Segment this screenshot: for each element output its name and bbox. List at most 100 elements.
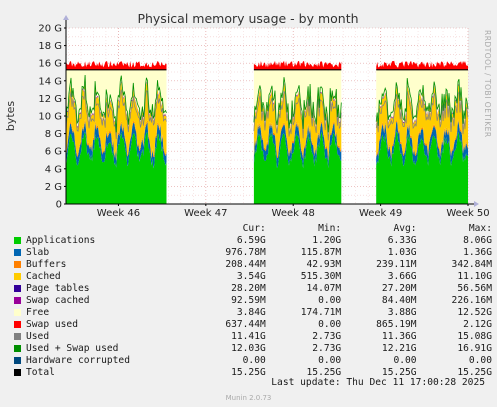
legend-swatch [14,237,21,244]
area-slab-2 [376,120,468,167]
legend-max: 8.06G [463,235,492,246]
legend-cur: 28.20M [231,283,266,294]
legend-cur: 208.44M [225,259,266,270]
legend-avg: 0.00 [393,355,417,366]
legend-avg: 6.33G [387,235,417,246]
legend-max: 12.52G [457,307,492,318]
legend-max: 15.25G [457,367,492,378]
legend-min: 14.07M [306,283,342,294]
legend-cur: 0.00 [242,355,266,366]
legend-swatch [14,333,21,340]
legend-swatch [14,249,21,256]
legend-swatch [14,273,21,280]
chart-title: Physical memory usage - by month [137,11,358,26]
legend-avg: 11.36G [381,331,417,342]
legend-max: 342.84M [451,259,492,270]
legend-cur: 3.54G [236,271,266,282]
line-used-swap-1 [253,77,342,133]
line-used-0 [65,88,167,140]
area-swap-used-2 [376,60,468,70]
y-axis-label: bytes [4,101,17,132]
legend-row-swap-cached: Swap cached 92.59M 0.00 84.40M 226.16M [12,295,492,307]
legend-name: Hardware corrupted [26,355,130,366]
legend-cur: 6.59G [236,235,266,246]
legend-swatch [14,357,21,364]
legend-name: Buffers [26,259,67,270]
y-tick-label: 16 G [38,59,62,70]
legend-name: Page tables [26,283,90,294]
y-tick-label: 20 G [38,24,62,35]
legend-max: 15.08G [457,331,492,342]
legend-cur: 637.44M [225,319,266,330]
data-areas [65,60,469,204]
legend-name: Free [26,307,50,318]
area-slab-1 [253,122,342,169]
header-max: Max: [468,223,492,234]
legend: Cur: Min: Avg: Max: Applications 6.59G 1.2… [12,223,492,379]
legend-row-used-swap-used: Used + Swap used 12.03G 2.73G 12.21G 16.91G [12,343,492,355]
legend-row-applications: Applications 6.59G 1.20G 6.33G 8.06G [12,235,492,247]
legend-min: 0.00 [318,355,342,366]
legend-row-buffers: Buffers 208.44M 42.93M 239.11M 342.84M [12,259,492,271]
header-cur: Cur: [242,223,266,234]
legend-max: 11.10G [457,271,492,282]
legend-min: 0.00 [318,295,342,306]
legend-swatch [14,321,21,328]
legend-name: Applications [26,235,96,246]
legend-avg: 27.20M [381,283,417,294]
legend-name: Slab [26,247,50,258]
legend-swatch [14,309,21,316]
legend-min: 1.20G [312,235,342,246]
area-applications-2 [376,131,468,204]
y-tick-labels: 0 2 G 4 G 6 G 8 G 10 G 12 G 14 G 16 G 18 G 20 G [38,24,66,211]
x-tick-label: Week 49 [359,208,402,219]
x-tick-label: Week 47 [184,208,227,219]
y-tick-label: 6 G [45,147,62,158]
area-applications-0 [66,131,167,204]
memory-chart: 0 2 G 4 G 6 G 8 G 10 G 12 G 14 G 16 G 18 G 20 G We… [4,11,492,219]
area-swap-used-0 [66,60,167,70]
line-used-swap-2 [375,78,469,126]
legend-avg: 239.11M [376,259,417,270]
y-axis-arrow [63,15,69,20]
legend-row-cached: Cached 3.54G 515.30M 3.66G 11.10G [12,271,492,283]
legend-max: 56.56M [457,283,492,294]
header-avg: Avg: [393,223,417,234]
legend-swatch [14,345,21,352]
header-min: Min: [318,223,342,234]
area-cached-2 [376,84,468,157]
area-free-2 [376,69,468,130]
x-tick-label: Week 48 [272,208,315,219]
legend-max: 0.00 [468,355,492,366]
legend-cur: 15.25G [231,367,266,378]
area-swap-used-1 [253,60,342,70]
x-axis-arrow [474,201,479,207]
legend-row-swap-used: Swap used 637.44M 0.00 865.19M 2.12G [12,319,492,331]
legend-row-used: Used 11.41G 2.73G 11.36G 15.08G [12,331,492,343]
legend-avg: 84.40M [381,295,417,306]
legend-name: Used [26,331,50,342]
legend-cur: 976.78M [225,247,266,258]
area-applications-1 [253,131,342,204]
line-used-2 [375,90,469,135]
legend-swatch [14,297,21,304]
legend-min: 174.71M [300,307,342,318]
legend-swatch [14,285,21,292]
legend-avg: 3.66G [387,271,417,282]
legend-min: 15.25G [306,367,342,378]
legend-max: 16.91G [457,343,492,354]
legend-cur: 12.03G [231,343,266,354]
y-tick-label: 2 G [45,182,62,193]
y-tick-label: 14 G [38,76,62,87]
legend-min: 115.87M [300,247,342,258]
legend-avg: 3.88G [387,307,417,318]
legend-min: 515.30M [300,271,342,282]
legend-name: Total [26,367,55,378]
legend-max: 1.36G [463,247,492,258]
legend-swatch [14,261,21,268]
legend-name: Used + Swap used [26,343,119,354]
y-tick-label: 0 [56,200,62,211]
legend-min: 42.93M [306,259,342,270]
legend-name: Swap used [26,319,78,330]
legend-cur: 11.41G [231,331,266,342]
